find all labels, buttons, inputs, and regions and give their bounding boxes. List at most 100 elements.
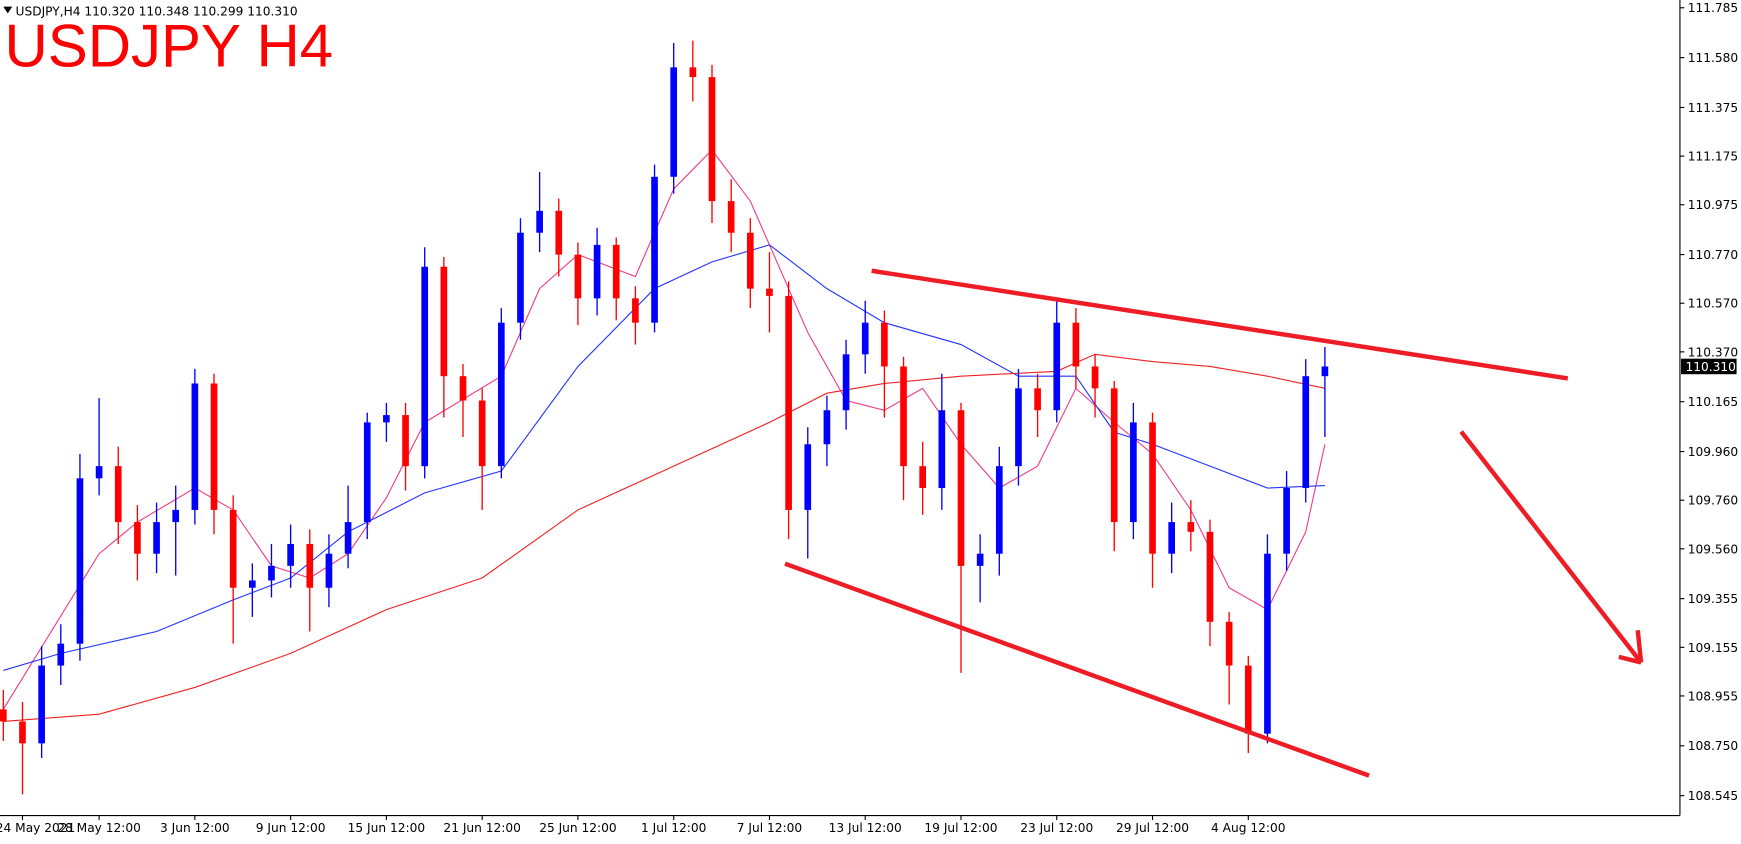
candle-body <box>306 543 314 588</box>
down-arrow <box>1459 430 1644 665</box>
candle-body <box>574 254 582 299</box>
candle-body <box>708 77 716 202</box>
candle-body <box>881 322 888 367</box>
candle-body <box>957 410 965 566</box>
candle-body <box>766 288 773 296</box>
symbol-info: USDJPY,H4 110.320 110.348 110.299 110.31… <box>16 5 298 19</box>
candle-body <box>191 383 199 510</box>
candle-body <box>1321 366 1329 377</box>
x-tick-label: 13 Jul 12:00 <box>829 821 902 835</box>
candle-body <box>823 410 831 445</box>
y-tick-label: 108.955 <box>1688 689 1738 703</box>
candle-body <box>76 478 84 644</box>
y-tick-label: 110.570 <box>1688 297 1738 311</box>
x-tick-label: 1 Jul 12:00 <box>641 821 706 835</box>
candle-body <box>670 67 678 177</box>
y-tick-label: 110.975 <box>1688 198 1738 212</box>
x-tick-label: 7 Jul 12:00 <box>737 821 802 835</box>
menu-triangle[interactable] <box>3 6 13 14</box>
y-tick-label: 110.370 <box>1688 345 1738 359</box>
y-tick-label: 109.155 <box>1688 641 1738 655</box>
candle-body <box>38 665 45 744</box>
candle-body <box>287 543 294 566</box>
x-tick-label: 9 Jun 12:00 <box>256 821 326 835</box>
candle-body <box>976 553 984 566</box>
candle-body <box>651 176 658 323</box>
upper-trendline <box>871 268 1569 381</box>
moving-average-line <box>2 149 1326 710</box>
x-tick-label: 19 Jul 12:00 <box>924 821 997 835</box>
x-tick-label: 24 May 2021 <box>0 821 75 835</box>
candle-body <box>1244 665 1252 734</box>
candle-body <box>536 210 543 233</box>
lower-trendline <box>784 561 1370 778</box>
candle-body <box>842 354 850 411</box>
x-tick-label: 3 Jun 12:00 <box>160 821 230 835</box>
candle-body <box>421 266 429 467</box>
x-tick-label: 23 Jul 12:00 <box>1020 821 1093 835</box>
candle-body <box>919 466 927 489</box>
candle-body <box>1187 522 1195 532</box>
candle-body <box>248 580 256 588</box>
x-tick-label: 25 Jun 12:00 <box>539 821 616 835</box>
y-tick-label: 111.375 <box>1688 101 1738 115</box>
candle-body <box>229 509 237 588</box>
candle-body <box>325 553 333 588</box>
candle-body <box>363 422 371 523</box>
candle-body <box>153 522 160 554</box>
last-price-label: 110.310 <box>1685 360 1735 374</box>
candle-body <box>938 410 946 489</box>
candle-body <box>440 266 448 377</box>
candle-body <box>95 466 103 479</box>
candle-body <box>344 522 352 554</box>
candle-body <box>689 67 697 78</box>
candle-body <box>402 415 409 467</box>
candle-body <box>114 466 122 523</box>
marks <box>0 40 1329 795</box>
y-tick-label: 110.165 <box>1688 395 1738 409</box>
y-tick-label: 109.960 <box>1688 445 1738 459</box>
candle-body <box>995 466 1003 554</box>
y-tick-label: 111.785 <box>1688 1 1738 15</box>
candle-body <box>1034 388 1041 411</box>
candle-body <box>268 565 275 581</box>
moving-average-line <box>3 353 1326 723</box>
candle-body <box>1091 366 1099 389</box>
x-tick-label: 21 Jun 12:00 <box>443 821 520 835</box>
candle-body <box>1283 488 1290 554</box>
x-tick-label: 4 Aug 12:00 <box>1211 821 1285 835</box>
y-tick-label: 108.545 <box>1688 789 1738 803</box>
candle-body <box>1072 322 1080 367</box>
candle-body <box>517 232 524 323</box>
candle-body <box>57 643 65 666</box>
y-tick-label: 109.560 <box>1688 542 1738 556</box>
candle-body <box>1206 531 1214 622</box>
candle-body <box>1149 422 1156 554</box>
candle-body <box>210 383 218 510</box>
candle-body <box>134 522 141 554</box>
y-tick-label: 110.770 <box>1688 248 1738 262</box>
y-tick-label: 111.175 <box>1688 150 1738 164</box>
y-tick-label: 109.355 <box>1688 592 1738 606</box>
x-tick-label: 15 Jun 12:00 <box>348 821 425 835</box>
candle-body <box>0 709 7 722</box>
x-tick-label: 29 Jul 12:00 <box>1116 821 1189 835</box>
candle-body <box>612 244 620 299</box>
candle-body <box>632 298 639 323</box>
candle-body <box>1225 621 1233 666</box>
chart-title: USDJPY H4 <box>4 13 333 80</box>
candle-body <box>1264 553 1271 734</box>
candle-body <box>497 322 505 467</box>
candle-body <box>459 376 467 401</box>
candle-body <box>900 366 907 467</box>
candle-body <box>555 210 563 255</box>
candle-body <box>785 295 792 510</box>
candle-body <box>1302 376 1310 489</box>
candle-body <box>804 444 812 510</box>
candle-body <box>1015 388 1022 467</box>
y-tick-label: 109.760 <box>1688 494 1738 508</box>
candle-body <box>1110 388 1118 523</box>
candle-body <box>383 415 390 423</box>
